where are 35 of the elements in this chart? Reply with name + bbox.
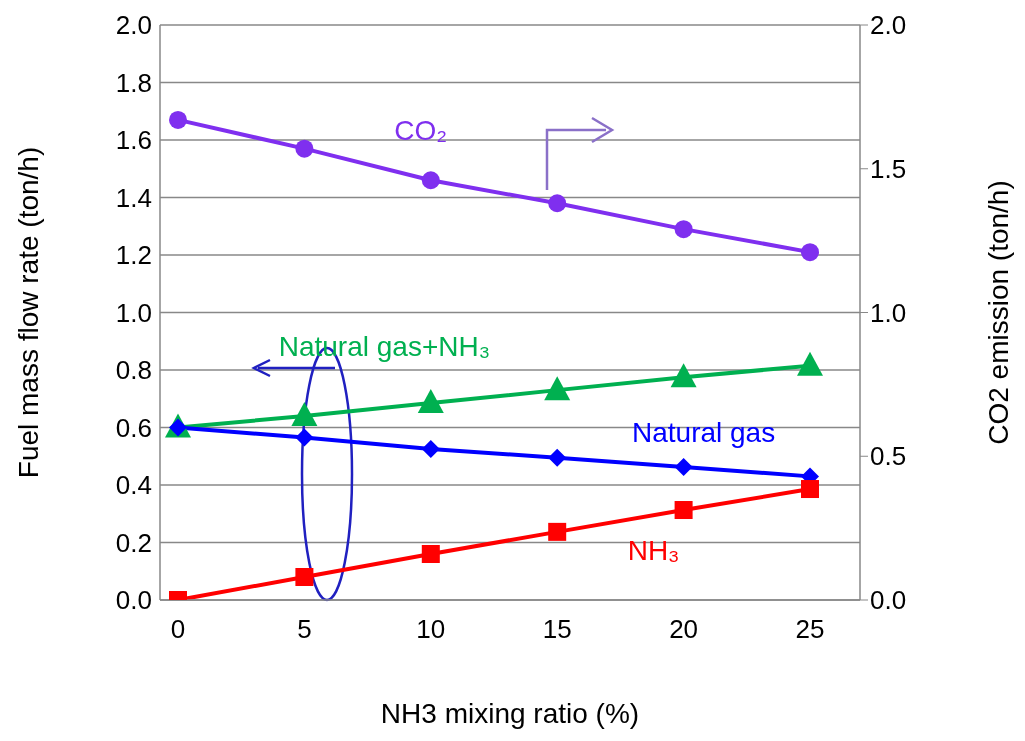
y-tick-label: 0.0: [115, 585, 152, 616]
x-tick-label: 10: [416, 614, 446, 645]
point: [421, 171, 440, 190]
y-tick-label: 1.6: [115, 125, 152, 156]
y-axis-title: Fuel mass flow rate (ton/h): [12, 146, 44, 479]
y-tick-label: 1.4: [115, 182, 152, 213]
point: [295, 139, 314, 158]
y-tick-label: 0.8: [115, 355, 152, 386]
x-axis-title: NH3 mixing ratio (%): [380, 698, 640, 729]
point: [169, 110, 187, 129]
y-tick-label: 1.8: [115, 67, 152, 98]
y2-axis-title: CO2 emission (ton/h): [982, 180, 1014, 445]
y-tick-label: 0.2: [115, 527, 152, 558]
y2-tick-label: 0.5: [870, 441, 907, 472]
x-tick-label: 20: [669, 614, 699, 645]
point: [548, 194, 567, 213]
y2-tick-label: 0.0: [870, 585, 907, 616]
y-tick-label: 1.0: [115, 297, 152, 328]
point: [801, 243, 819, 262]
y2-tick-label: 2.0: [870, 10, 907, 41]
series-label: Natural gas+NH₃: [278, 331, 491, 362]
y-tick-label: 1.2: [115, 240, 152, 271]
x-tick-label: 5: [297, 614, 312, 645]
point: [674, 220, 693, 239]
series-label: Natural gas: [632, 416, 776, 448]
y-tick-label: 0.6: [115, 412, 152, 443]
y2-tick-label: 1.0: [870, 297, 907, 328]
y-tick-label: 2.0: [115, 10, 152, 41]
series-label: NH₃: [627, 535, 680, 567]
x-tick-label: 15: [542, 614, 572, 645]
series-label: CO₂: [394, 115, 448, 147]
y2-tick-label: 1.5: [870, 153, 907, 184]
y-tick-label: 0.4: [115, 470, 152, 501]
x-tick-label: 0: [170, 614, 186, 645]
x-tick-label: 25: [795, 614, 825, 645]
